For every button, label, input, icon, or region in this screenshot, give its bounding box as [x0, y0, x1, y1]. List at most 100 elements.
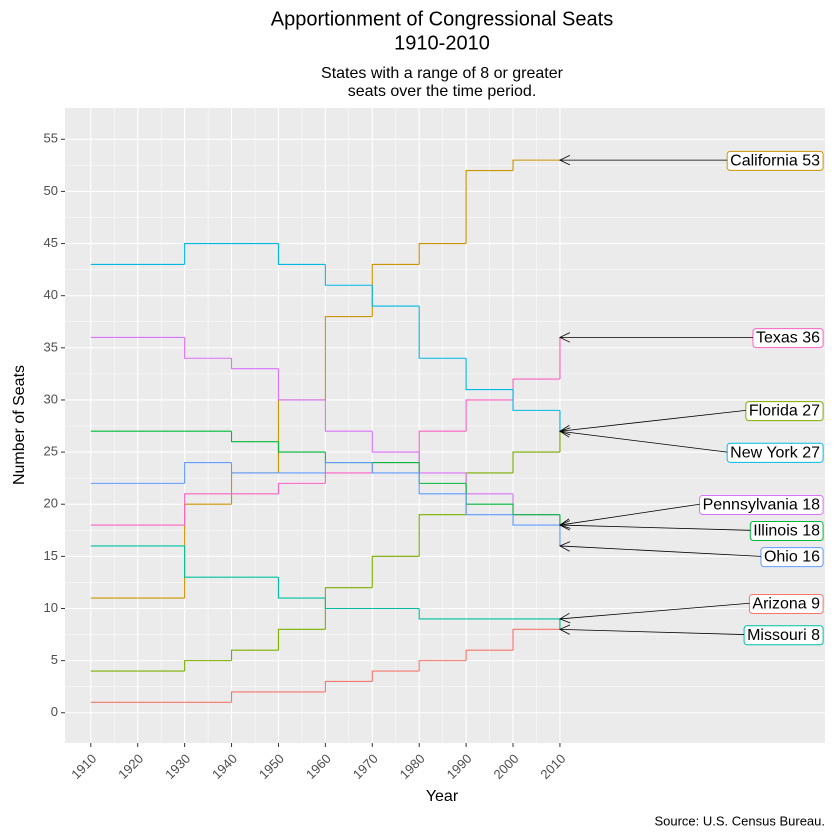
end-label: Missouri 8 — [747, 627, 820, 644]
x-tick-label: 2000 — [491, 751, 522, 782]
arrow — [559, 430, 728, 453]
chart-subtitle: seats over the time period. — [348, 83, 537, 100]
end-label: Pennsylvania 18 — [703, 496, 821, 513]
x-tick-label: 1930 — [162, 751, 193, 782]
arrow — [559, 524, 751, 531]
end-label-box — [699, 494, 824, 515]
step-segment — [277, 577, 326, 599]
arrow-head — [559, 612, 571, 624]
step-segment — [184, 545, 232, 578]
y-tick-label: 40 — [44, 287, 58, 302]
x-tick-label: 1910 — [68, 751, 99, 782]
arrow-head — [559, 154, 571, 166]
step-segment — [418, 306, 467, 359]
arrow-head — [559, 541, 571, 552]
end-label: Ohio 16 — [764, 549, 820, 566]
step-segment — [512, 389, 560, 411]
arrow-head — [559, 520, 571, 531]
step-segment — [184, 337, 232, 359]
end-label: Florida 27 — [749, 403, 820, 420]
y-tick-label: 5 — [51, 652, 58, 667]
end-label-box — [726, 150, 824, 171]
chart-title: 1910-2010 — [394, 32, 490, 54]
step-segment — [230, 358, 279, 370]
step-segment — [418, 472, 467, 495]
y-tick-label: 10 — [44, 600, 58, 615]
end-label-box — [743, 625, 824, 646]
step-segment — [512, 628, 560, 651]
step-segment — [371, 285, 420, 307]
step-segment — [418, 660, 467, 672]
step-segment — [230, 462, 279, 474]
end-label-box — [745, 401, 824, 422]
arrow — [559, 409, 746, 432]
step-segment — [418, 243, 467, 265]
y-tick-label: 0 — [51, 704, 58, 719]
x-tick-label: 1980 — [397, 751, 428, 782]
end-label-box — [752, 328, 824, 349]
step-segment — [512, 504, 560, 516]
y-tick-label: 45 — [44, 235, 58, 250]
step-segment — [324, 598, 373, 610]
end-label-box — [749, 521, 824, 542]
step-segment — [465, 358, 514, 391]
y-tick-label: 55 — [44, 131, 58, 146]
x-tick-label: 1950 — [256, 751, 287, 782]
arrow-head — [559, 624, 571, 635]
end-label: Illinois 18 — [753, 523, 820, 540]
arrow — [559, 545, 761, 557]
y-tick-label: 25 — [44, 444, 58, 459]
step-segment — [184, 243, 232, 265]
step-segment — [465, 170, 514, 244]
y-tick-label: 50 — [44, 183, 58, 198]
step-segment — [371, 670, 420, 682]
step-segment — [230, 431, 279, 443]
step-segment — [277, 482, 326, 494]
arrow-head — [559, 427, 571, 438]
step-segment — [324, 461, 373, 473]
arrow — [559, 602, 750, 620]
x-tick-label: 1940 — [209, 751, 240, 782]
step-segment — [418, 608, 467, 620]
step-segment — [277, 243, 326, 265]
step-segment — [465, 493, 514, 516]
y-axis-label: Number of Seats — [11, 365, 28, 485]
x-tick-label: 1970 — [350, 751, 381, 782]
end-label: New York 27 — [730, 444, 820, 461]
step-segment — [184, 493, 232, 526]
end-label-box — [726, 442, 824, 463]
arrow — [559, 503, 700, 526]
panel — [65, 108, 825, 743]
step-segment — [371, 462, 420, 474]
end-label: California 53 — [730, 152, 820, 169]
arrow — [559, 628, 745, 635]
y-tick-label: 15 — [44, 548, 58, 563]
step-segment — [324, 587, 373, 630]
y-tick-label: 20 — [44, 496, 58, 511]
end-label: Arizona 9 — [752, 595, 820, 612]
step-segment — [230, 691, 279, 703]
step-segment — [277, 441, 326, 453]
step-segment — [277, 628, 326, 651]
step-segment — [184, 660, 232, 672]
x-tick-label: 2010 — [537, 751, 568, 782]
step-segment — [324, 315, 373, 400]
y-tick-label: 35 — [44, 339, 58, 354]
end-label-box — [760, 547, 824, 568]
x-tick-label: 1960 — [303, 751, 334, 782]
step-segment — [324, 680, 373, 692]
x-tick-label: 1920 — [115, 751, 146, 782]
x-tick-label: 1990 — [444, 751, 475, 782]
step-segment — [418, 514, 467, 557]
chart-subtitle: States with a range of 8 or greater — [321, 65, 564, 82]
step-segment — [324, 399, 373, 432]
step-segment — [277, 368, 326, 401]
end-label: Texas 36 — [756, 330, 820, 347]
step-segment — [184, 461, 232, 484]
step-segment — [230, 649, 279, 661]
caption: Source: U.S. Census Bureau. — [654, 813, 825, 828]
step-segment — [371, 555, 420, 588]
arrow-head — [559, 332, 571, 343]
step-segment — [465, 399, 514, 432]
end-label-box — [748, 593, 824, 615]
